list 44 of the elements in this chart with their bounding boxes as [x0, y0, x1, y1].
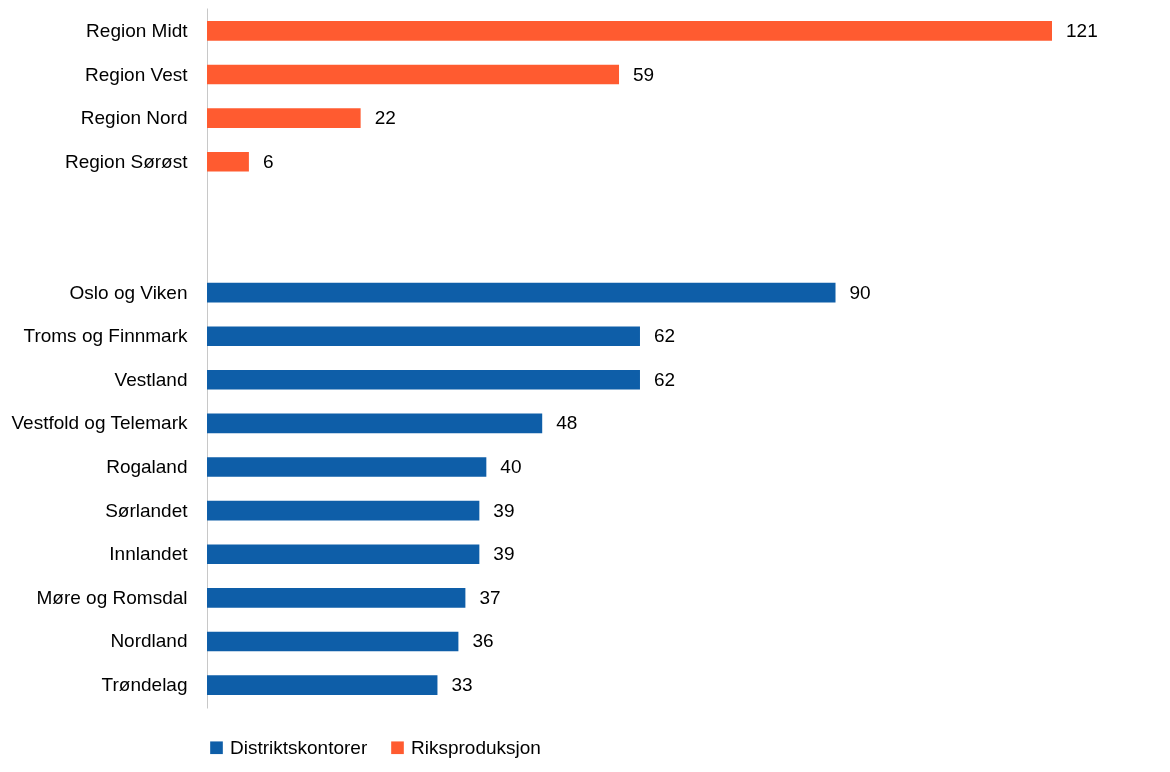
y-tick-label: Region Vest — [85, 63, 189, 85]
bar — [207, 21, 1052, 41]
legend-label: Distriktskontorer — [230, 736, 368, 758]
bar — [207, 413, 543, 434]
bar — [207, 326, 640, 347]
y-tick-label: Møre og Romsdal — [36, 586, 188, 608]
data-label: 37 — [479, 586, 501, 608]
y-tick-label: Nordland — [110, 630, 188, 652]
bar — [207, 675, 438, 695]
bar — [207, 151, 249, 172]
bar — [207, 631, 459, 652]
bar — [207, 500, 480, 521]
y-tick-label: Innlandet — [109, 543, 189, 565]
y-tick-label: Rogaland — [106, 456, 188, 478]
bar — [207, 369, 640, 390]
data-label: 62 — [653, 368, 676, 390]
bar — [207, 64, 620, 85]
data-label: 6 — [262, 150, 274, 172]
y-tick-label: Region Sørøst — [65, 150, 189, 172]
bar — [207, 588, 466, 608]
y-tick-label: Region Nord — [80, 107, 188, 129]
y-tick-label: Vestfold og Telemark — [11, 412, 188, 434]
bar — [207, 457, 487, 477]
data-label: 39 — [493, 543, 515, 565]
y-tick-label: Sørlandet — [105, 499, 189, 521]
data-label: 22 — [374, 107, 396, 129]
data-label: 121 — [1066, 19, 1098, 41]
y-tick-label: Region Midt — [86, 19, 189, 41]
bar — [207, 544, 480, 565]
y-tick-label: Trøndelag — [101, 674, 188, 696]
data-label: 48 — [556, 412, 578, 434]
y-tick-label: Oslo og Viken — [69, 281, 188, 303]
data-label: 59 — [633, 63, 655, 85]
y-tick-label: Vestland — [114, 368, 188, 390]
data-label: 39 — [493, 499, 515, 521]
legend-label: Riksproduksjon — [411, 736, 541, 758]
data-label: 90 — [849, 281, 871, 303]
data-label: 40 — [500, 456, 522, 478]
bar — [207, 108, 361, 128]
data-label: 33 — [451, 674, 473, 696]
bar — [207, 282, 836, 303]
data-label: 62 — [653, 325, 676, 347]
data-label: 36 — [472, 630, 494, 652]
y-tick-label: Troms og Finnmark — [23, 325, 188, 347]
